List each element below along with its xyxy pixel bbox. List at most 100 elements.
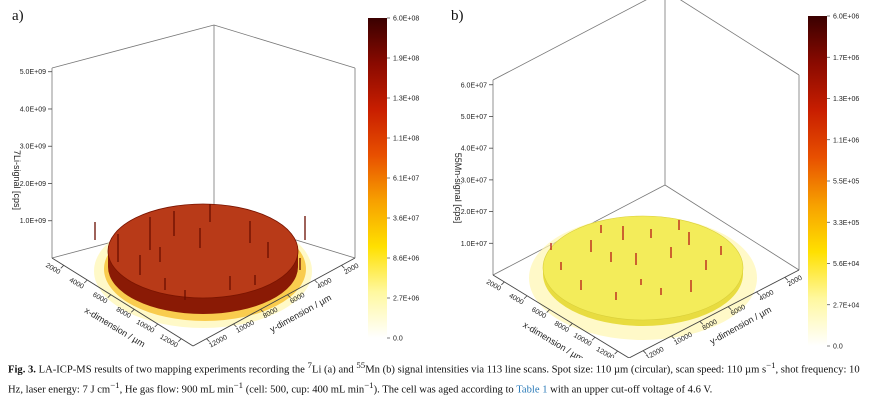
colorbar-tick-label: 1.7E+06 — [833, 55, 859, 62]
y-tick — [784, 277, 789, 281]
x-tick-label: 12000 — [158, 334, 178, 350]
x-tick — [130, 309, 135, 313]
z-tick-label: 6.0E+07 — [461, 82, 487, 89]
x-tick — [154, 323, 159, 328]
colorbar-tick-label: 0.0 — [833, 344, 843, 351]
colorbar — [808, 16, 827, 346]
x-axis-line — [51, 257, 194, 347]
x-tick-label: 10000 — [572, 332, 592, 348]
x-tick-label: 4000 — [508, 293, 525, 307]
caption-text: LA-ICP-MS results of two mapping experim… — [35, 364, 308, 376]
z-axis-label: 55Mn-signal [cps] — [453, 153, 463, 224]
box-edge — [492, 0, 647, 81]
x-tick — [501, 281, 505, 286]
z-axis-label: 7Li-signal [cps] — [12, 150, 22, 210]
caption-sup: −1 — [233, 379, 244, 390]
z-tick-label: 2.0E+09 — [20, 181, 46, 188]
y-tick — [756, 291, 760, 296]
x-tick — [177, 338, 182, 342]
colorbar-tick-label: 0.0 — [393, 336, 403, 343]
z-tick-label: 4.0E+09 — [20, 106, 46, 113]
caption-sup: 7 — [307, 360, 312, 370]
y-axis-line — [628, 269, 800, 358]
caption-sup: −1 — [110, 379, 120, 390]
colorbar-tick-label: 2.7E+04 — [833, 302, 859, 309]
y-tick — [233, 323, 237, 328]
caption-sup: −1 — [364, 379, 374, 390]
y-axis-line — [192, 257, 356, 347]
box-edge — [213, 24, 356, 69]
y-tick — [642, 350, 647, 354]
colorbar — [368, 18, 387, 338]
colorbar-tick-label: 8.6E+06 — [393, 256, 419, 263]
colorbar-tick-label: 6.0E+06 — [833, 14, 859, 21]
caption-text: with an upper cut-off voltage of 4.6 V. — [547, 384, 713, 396]
surface-plot-mn: 1.0E+07 2.0E+07 3.0E+07 4.0E+07 5.0E+07 6.0E+… — [453, 0, 859, 358]
box-edge — [51, 24, 215, 69]
colorbar-tick-label: 2.7E+06 — [393, 296, 419, 303]
colorbar-tick-label: 5.6E+04 — [833, 261, 859, 268]
colorbar-tick-label: 1.3E+06 — [833, 96, 859, 103]
colorbar-tick-label: 5.5E+05 — [833, 179, 859, 186]
x-axis-line — [492, 274, 630, 358]
x-tick — [614, 350, 618, 355]
y-tick — [287, 294, 291, 298]
z-tick-label: 2.0E+07 — [461, 209, 487, 216]
surface-plot-li: 1.0E+09 2.0E+09 3.0E+09 4.0E+09 5.0E+09 7Li-s… — [12, 16, 419, 350]
y-tick — [341, 265, 345, 269]
caption-fig-label: Fig. 3. — [8, 364, 36, 376]
caption-text: ). The cell was aged according to — [373, 384, 517, 396]
colorbar-tick-label: 3.6E+07 — [393, 216, 419, 223]
caption-sup: −1 — [766, 360, 776, 370]
x-tick-label: 12000 — [595, 346, 615, 358]
y-tick — [206, 338, 210, 342]
colorbar-tick-label: 3.3E+05 — [833, 220, 859, 227]
z-tick-label: 4.0E+07 — [461, 146, 487, 153]
z-tick-label: 1.0E+09 — [20, 218, 46, 225]
z-tick-label: 3.0E+09 — [20, 144, 46, 151]
panel-label-b: b) — [451, 8, 464, 24]
box-edge — [664, 184, 800, 271]
y-tick-label: 4000 — [316, 277, 333, 291]
x-tick — [591, 336, 596, 341]
panel-b: 1.0E+07 2.0E+07 3.0E+07 4.0E+07 5.0E+07 6.0E+… — [441, 0, 882, 358]
z-tick-label: 3.0E+07 — [461, 177, 487, 184]
caption-text: Li (a) and — [311, 364, 357, 376]
x-tick — [60, 265, 65, 269]
y-tick — [260, 309, 264, 313]
y-tick-label: 4000 — [758, 289, 775, 303]
disc-surface — [107, 203, 299, 299]
y-tick-label: 12000 — [645, 346, 666, 358]
z-tick-label: 1.0E+07 — [461, 241, 487, 248]
colorbar-tick-label: 1.3E+08 — [393, 96, 419, 103]
x-tick — [523, 295, 528, 300]
z-tick-label: 5.0E+07 — [461, 114, 487, 121]
y-tick-label: 2000 — [786, 275, 803, 289]
colorbar-tick-label: 6.1E+07 — [393, 176, 419, 183]
y-tick — [699, 321, 704, 325]
caption-sup: 55 — [356, 360, 366, 370]
x-tick-label: 2000 — [44, 262, 61, 276]
caption-text: , He gas flow: 900 mL min — [119, 384, 234, 396]
x-tick-label: 2000 — [485, 279, 502, 293]
y-tick — [671, 335, 675, 340]
colorbar-tick-label: 1.1E+06 — [833, 137, 859, 144]
y-tick — [727, 306, 732, 310]
colorbar-tick-label: 6.0E+08 — [393, 16, 419, 23]
y-tick — [314, 279, 318, 284]
x-tick-label: 4000 — [68, 277, 85, 291]
z-tick-label: 5.0E+09 — [20, 69, 46, 76]
x-tick — [546, 309, 550, 313]
panel-label-a: a) — [12, 8, 24, 24]
table-1-link[interactable]: Table 1 — [516, 384, 548, 396]
caption-text: , shot frequency: 10 Hz, laser energy: 7… — [8, 364, 860, 396]
x-tick — [569, 323, 573, 327]
x-tick — [83, 279, 88, 284]
colorbar-tick-label: 1.1E+08 — [393, 136, 419, 143]
disc-surface — [542, 215, 744, 321]
caption-text: Mn (b) signal intensities via 113 line s… — [365, 364, 767, 376]
box-edge — [680, 0, 800, 76]
figure-caption: Fig. 3. LA-ICP-MS results of two mapping… — [8, 358, 876, 397]
x-tick — [107, 294, 112, 298]
panel-a: 1.0E+09 2.0E+09 3.0E+09 4.0E+09 5.0E+09 7Li-s… — [0, 0, 441, 358]
